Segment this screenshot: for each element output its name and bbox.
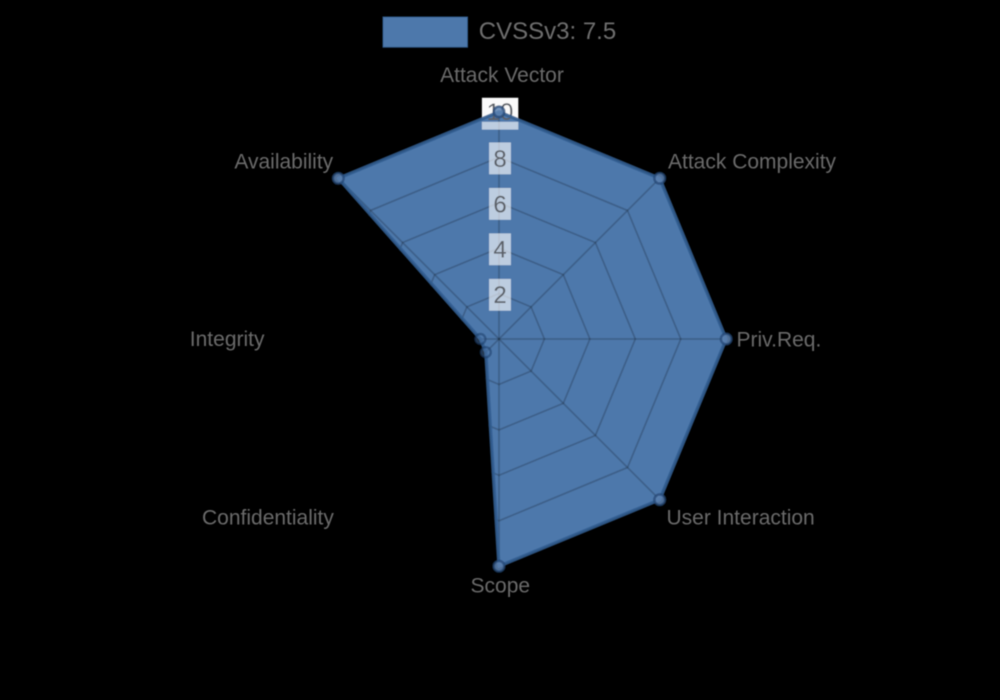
svg-text:2: 2 — [493, 282, 506, 309]
svg-text:8: 8 — [493, 146, 506, 173]
svg-text:CVSSv3: 7.5: CVSSv3: 7.5 — [479, 18, 616, 45]
svg-text:User Interaction: User Interaction — [667, 507, 815, 530]
svg-text:Scope: Scope — [471, 575, 531, 598]
svg-text:Attack Vector: Attack Vector — [440, 64, 564, 87]
svg-text:Attack Complexity: Attack Complexity — [668, 150, 837, 173]
svg-text:Integrity: Integrity — [190, 328, 265, 351]
svg-text:Confidentiality: Confidentiality — [202, 507, 334, 530]
svg-text:6: 6 — [493, 191, 506, 218]
svg-text:Priv.Req.: Priv.Req. — [737, 328, 822, 351]
svg-text:4: 4 — [493, 237, 506, 264]
svg-text:Availability: Availability — [234, 150, 333, 173]
